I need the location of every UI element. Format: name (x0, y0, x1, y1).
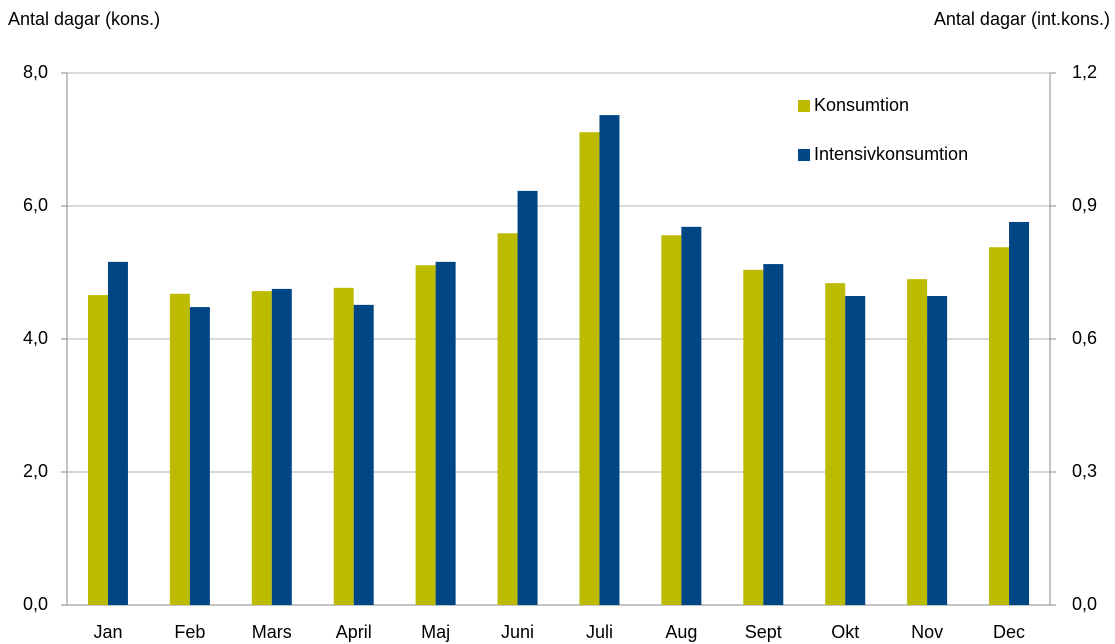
x-tick-label: Sept (745, 622, 782, 642)
bar (681, 226, 702, 605)
y-tick-label: 6,0 (23, 195, 48, 215)
bar (907, 279, 928, 605)
bar (579, 132, 600, 605)
legend-swatch (798, 149, 810, 161)
y2-axis-title: Antal dagar (int.kons.) (934, 9, 1110, 29)
x-tick-label: Juni (501, 622, 534, 642)
x-tick-label: Dec (993, 622, 1025, 642)
x-tick-label: Maj (421, 622, 450, 642)
y2-tick-label: 0,0 (1072, 594, 1097, 614)
y2-tick-label: 0,3 (1072, 461, 1097, 481)
y-tick-label: 8,0 (23, 62, 48, 82)
x-tick-label: Jan (93, 622, 122, 642)
x-tick-label: Mars (252, 622, 292, 642)
bar (251, 291, 272, 605)
bar (107, 261, 128, 605)
x-tick-label: Aug (665, 622, 697, 642)
bar (743, 269, 764, 605)
bar (927, 295, 948, 605)
y-tick-label: 2,0 (23, 461, 48, 481)
legend-label: Konsumtion (814, 95, 909, 115)
x-tick-label: Juli (586, 622, 613, 642)
bar (189, 307, 210, 605)
y-tick-label: 0,0 (23, 594, 48, 614)
bar (989, 247, 1010, 606)
bar (661, 235, 682, 605)
bar (599, 115, 620, 605)
y2-tick-label: 0,6 (1072, 328, 1097, 348)
x-tick-label: April (336, 622, 372, 642)
bar (1009, 221, 1030, 605)
bar (435, 261, 456, 605)
bar (169, 293, 190, 605)
bar (497, 233, 518, 605)
bar (333, 287, 354, 605)
bar (517, 190, 538, 605)
bar (353, 304, 374, 605)
y-axis-title: Antal dagar (kons.) (8, 9, 160, 29)
y-tick-label: 4,0 (23, 328, 48, 348)
y2-tick-label: 0,9 (1072, 195, 1097, 215)
legend-label: Intensivkonsumtion (814, 144, 968, 164)
x-tick-label: Nov (911, 622, 943, 642)
x-tick-label: Okt (831, 622, 859, 642)
bar (825, 283, 846, 605)
bar (271, 288, 292, 605)
x-tick-label: Feb (174, 622, 205, 642)
bar (415, 265, 436, 605)
y2-tick-label: 1,2 (1072, 62, 1097, 82)
bar (845, 295, 866, 605)
legend-swatch (798, 100, 810, 112)
bar (87, 295, 108, 605)
bar (763, 264, 784, 605)
